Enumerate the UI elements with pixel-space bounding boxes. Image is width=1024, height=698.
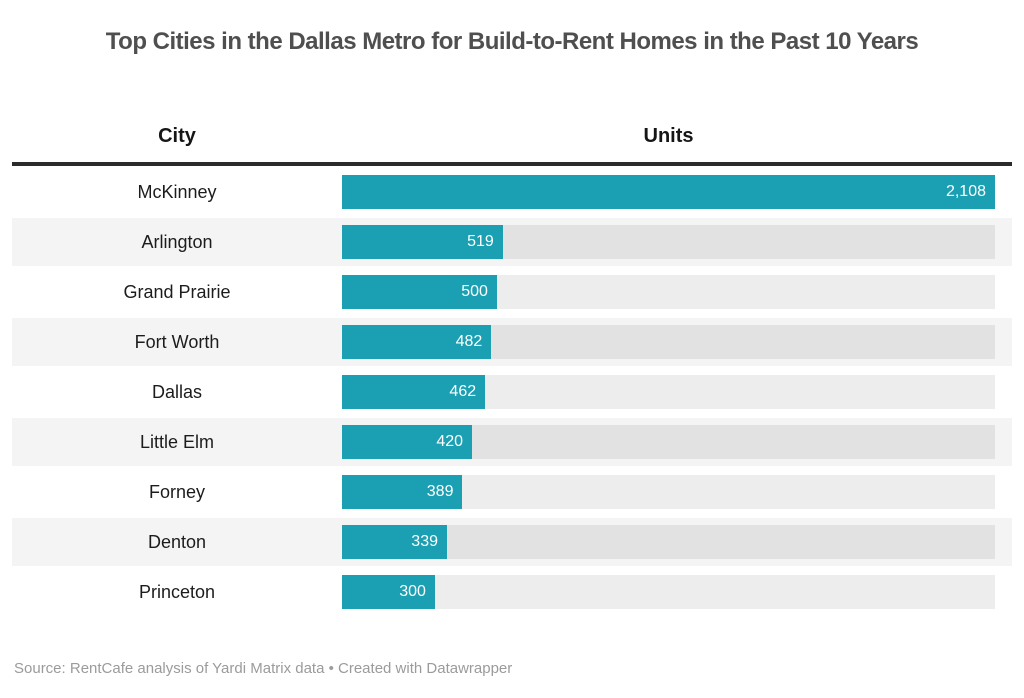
value-bar[interactable]: 519 — [342, 225, 503, 259]
bar-track: 339 — [342, 525, 995, 559]
bar-value-label: 300 — [399, 583, 426, 600]
value-bar[interactable]: 339 — [342, 525, 447, 559]
source-note: Source: RentCafe analysis of Yardi Matri… — [14, 660, 513, 677]
table-row: Forney 389 — [12, 468, 1012, 518]
table-row: Princeton 300 — [12, 568, 1012, 618]
bar-track: 500 — [342, 275, 995, 309]
table-header-row: City Units — [12, 124, 1012, 148]
table-row: Fort Worth 482 — [12, 318, 1012, 368]
table-row: McKinney 2,108 — [12, 168, 1012, 218]
city-label: McKinney — [137, 181, 217, 202]
value-bar[interactable]: 500 — [342, 275, 497, 309]
city-label: Dallas — [151, 381, 203, 402]
value-bar[interactable]: 462 — [342, 375, 486, 409]
value-bar[interactable]: 2,108 — [342, 175, 995, 209]
bar-value-label: 462 — [449, 383, 477, 400]
table-row: Dallas 462 — [12, 368, 1012, 418]
bar-track: 482 — [342, 325, 995, 359]
bar-track: 389 — [342, 475, 995, 509]
header-divider-rule — [12, 162, 1012, 166]
value-bar[interactable]: 389 — [342, 475, 463, 509]
city-label: Little Elm — [139, 431, 215, 452]
table-row: Little Elm 420 — [12, 418, 1012, 468]
bar-track: 420 — [342, 425, 995, 459]
table-row: Denton 339 — [12, 518, 1012, 568]
city-label: Arlington — [141, 231, 213, 252]
bar-track: 462 — [342, 375, 995, 409]
value-bar[interactable]: 420 — [342, 425, 473, 459]
city-label: Fort Worth — [134, 331, 220, 352]
chart-title: Top Cities in the Dallas Metro for Build… — [105, 28, 919, 55]
city-label: Princeton — [138, 581, 216, 602]
column-header-city: City — [158, 124, 196, 147]
chart-rows: McKinney 2,108 Arlington 519 Grand Prair… — [12, 168, 1012, 618]
bar-value-label: 389 — [426, 483, 454, 500]
bar-track: 300 — [342, 575, 995, 609]
bar-value-label: 2,108 — [945, 183, 986, 200]
table-row: Grand Prairie 500 — [12, 268, 1012, 318]
column-header-units: Units — [643, 124, 694, 147]
city-label: Forney — [148, 481, 206, 502]
bar-track: 2,108 — [342, 175, 995, 209]
bar-value-label: 482 — [455, 333, 483, 350]
city-label: Grand Prairie — [123, 281, 231, 302]
bar-value-label: 500 — [461, 283, 488, 300]
bar-value-label: 339 — [411, 533, 438, 550]
bar-track: 519 — [342, 225, 995, 259]
value-bar[interactable]: 482 — [342, 325, 492, 359]
city-label: Denton — [147, 531, 207, 552]
table-row: Arlington 519 — [12, 218, 1012, 268]
value-bar[interactable]: 300 — [342, 575, 435, 609]
bar-value-label: 420 — [436, 433, 464, 450]
bar-value-label: 519 — [467, 233, 494, 250]
